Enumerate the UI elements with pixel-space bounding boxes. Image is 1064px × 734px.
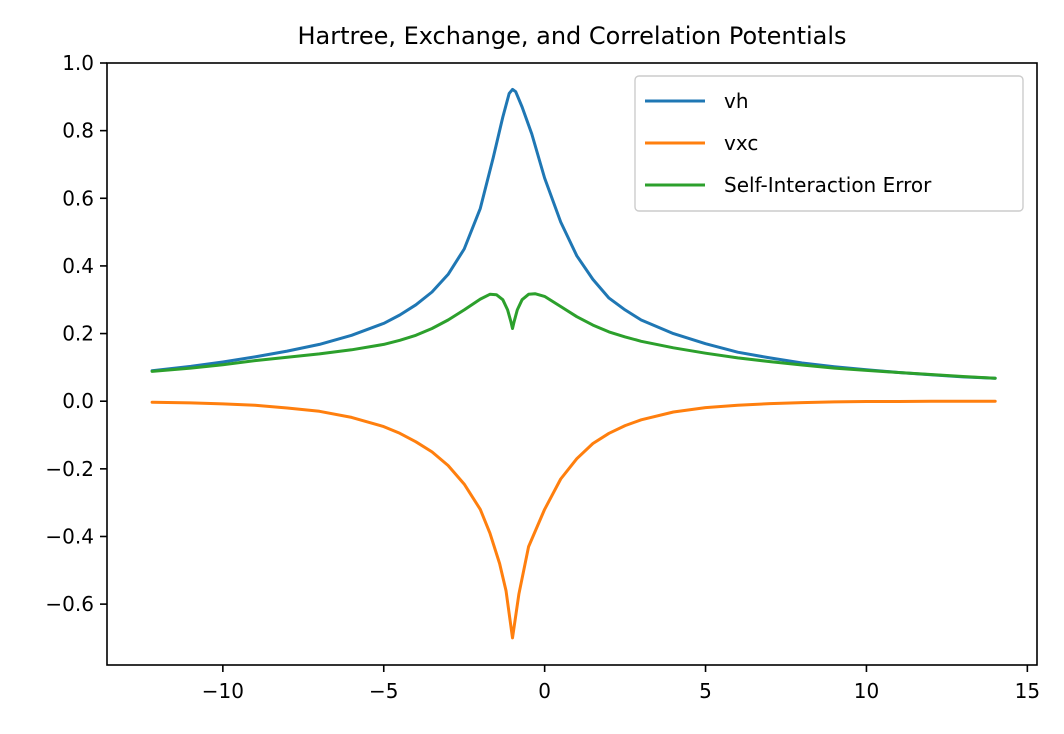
y-tick-label: 0.8: [62, 119, 94, 143]
y-tick-label: 0.6: [62, 186, 94, 210]
y-tick-label: −0.4: [45, 524, 94, 548]
x-tick-label: −5: [369, 679, 398, 703]
y-tick-label: 0.2: [62, 322, 94, 346]
legend-label-3: Self-Interaction Error: [724, 173, 932, 197]
y-tick-label: 1.0: [62, 51, 94, 75]
y-tick-label: 0.0: [62, 389, 94, 413]
legend-label-1: vh: [724, 89, 749, 113]
legend: vh vxc Self-Interaction Error: [634, 75, 1024, 212]
x-tick-label: 0: [538, 679, 551, 703]
y-tick-label: −0.6: [45, 592, 94, 616]
y-tick-label: 0.4: [62, 254, 94, 278]
chart-title: Hartree, Exchange, and Correlation Poten…: [297, 22, 846, 50]
x-tick-label: 10: [854, 679, 879, 703]
series-layer: [150, 87, 997, 640]
legend-box: [634, 75, 1024, 212]
axes-layer: −10 −5 0 5 10 15 −0.6 −0.4 −0.2 0.0 0.2 0.4 0.6 0.8 1.…: [45, 51, 1040, 703]
plot-frame: [106, 62, 1038, 666]
x-tick-label: −10: [202, 679, 244, 703]
x-tick-label: 15: [1015, 679, 1040, 703]
series-line-3: [150, 292, 997, 380]
series-line-2: [150, 399, 997, 640]
y-tick-label: −0.2: [45, 457, 94, 481]
series-line-1: [150, 87, 997, 380]
x-tick-label: 5: [699, 679, 712, 703]
legend-label-2: vxc: [724, 131, 758, 155]
